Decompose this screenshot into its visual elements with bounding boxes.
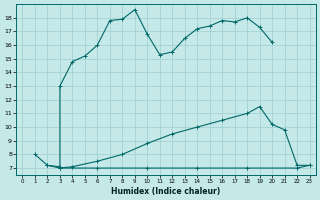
X-axis label: Humidex (Indice chaleur): Humidex (Indice chaleur) [111,187,221,196]
